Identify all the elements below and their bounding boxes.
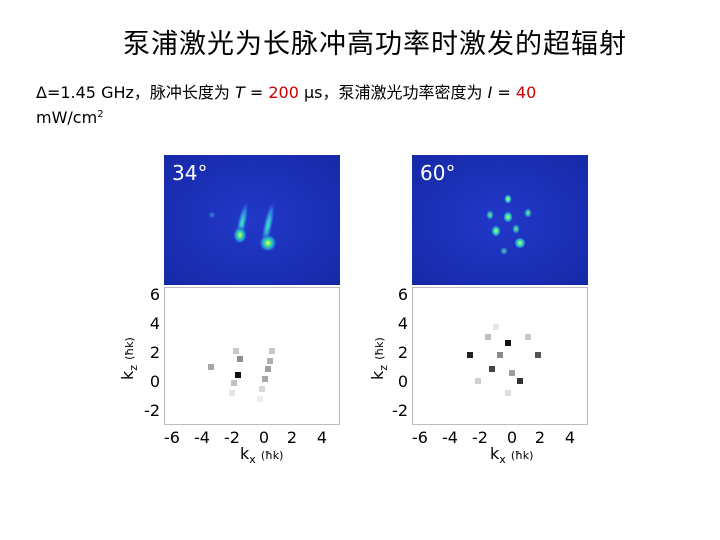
population-square: [262, 376, 268, 382]
angle-label: 60°: [420, 161, 456, 185]
population-square: [525, 334, 531, 340]
population-square: [489, 366, 495, 372]
population-square: [493, 324, 499, 330]
momentum-grid-34: [164, 287, 340, 425]
population-square: [257, 396, 263, 402]
figure-caption: Δ=1.45 GHz，脉冲长度为 T = 200 μs，泵浦激光功率密度为 I …: [36, 83, 537, 127]
population-square: [475, 378, 481, 384]
x-axis-label: kx (ħk): [240, 444, 284, 467]
population-square: [535, 352, 541, 358]
absorption-image-60: 60°: [412, 155, 588, 285]
pulse-length-value: 200: [268, 83, 299, 102]
population-square: [259, 386, 265, 392]
population-square: [233, 348, 239, 354]
population-square: [231, 380, 237, 386]
population-square: [467, 352, 473, 358]
population-square: [229, 390, 235, 396]
slide-title: 泵浦激光为长脉冲高功率时激发的超辐射: [123, 29, 627, 60]
population-square: [505, 390, 511, 396]
population-square: [517, 378, 523, 384]
y-axis-label: kz (ħk): [118, 337, 141, 380]
population-square: [267, 358, 273, 364]
absorption-image-34-svg: [208, 199, 277, 252]
population-square: [509, 370, 515, 376]
population-square: [505, 340, 511, 346]
absorption-image-60-svg: [486, 194, 532, 255]
population-square: [237, 356, 243, 362]
angle-label: 34°: [172, 161, 208, 185]
population-square: [235, 372, 241, 378]
population-square: [269, 348, 275, 354]
power-density-value: 40: [515, 83, 537, 102]
y-axis-label: kz (ħk): [368, 337, 391, 380]
population-square: [497, 352, 503, 358]
x-axis-label: kx (ħk): [490, 444, 534, 467]
population-square: [265, 366, 271, 372]
absorption-image-34: 34°: [164, 155, 340, 285]
population-square: [208, 364, 214, 370]
momentum-grid-60: [412, 287, 588, 425]
population-square: [485, 334, 491, 340]
